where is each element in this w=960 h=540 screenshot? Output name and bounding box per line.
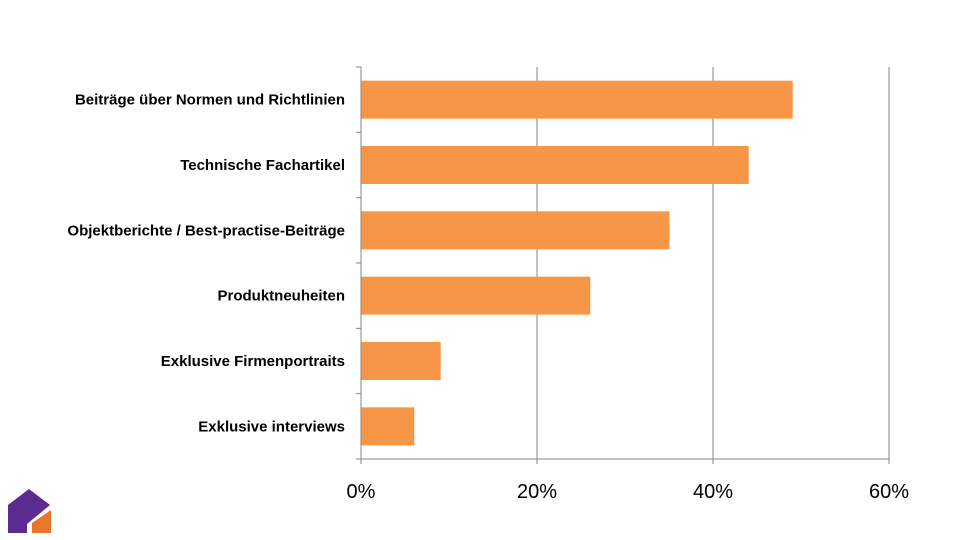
- bar: [361, 211, 670, 250]
- logo-house-purple-icon: [8, 489, 50, 533]
- bar: [361, 407, 415, 446]
- logo-house-orange-icon: [32, 510, 51, 533]
- category-label: Objektberichte / Best-practise-Beiträge: [67, 222, 345, 239]
- x-tick-label: 0%: [347, 481, 376, 503]
- x-tick-label: 20%: [517, 481, 557, 503]
- x-tick-label: 40%: [693, 481, 733, 503]
- category-label: Technische Fachartikel: [180, 157, 345, 174]
- category-label: Produktneuheiten: [217, 288, 345, 305]
- category-label: Exklusive interviews: [198, 418, 345, 435]
- bar: [361, 80, 793, 119]
- category-label: Exklusive Firmenportraits: [161, 353, 345, 370]
- bar: [361, 342, 441, 380]
- bar: [361, 146, 749, 184]
- x-tick-label: 60%: [869, 481, 909, 503]
- bar: [361, 276, 591, 315]
- category-label: Beiträge über Normen und Richtlinien: [75, 92, 345, 109]
